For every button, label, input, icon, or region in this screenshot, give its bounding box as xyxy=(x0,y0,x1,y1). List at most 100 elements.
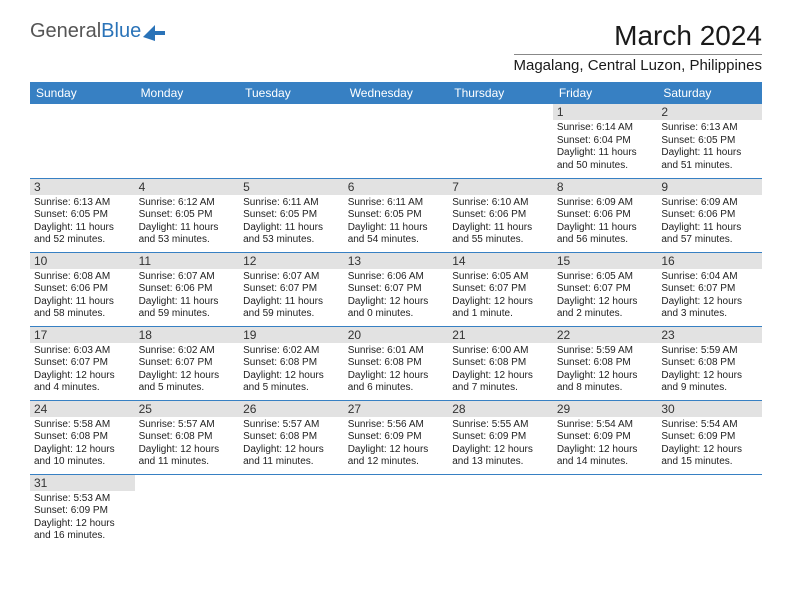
day-info: Sunrise: 6:03 AMSunset: 6:07 PMDaylight:… xyxy=(30,343,135,397)
header: GeneralBlue March 2024 Magalang, Central… xyxy=(30,20,762,74)
day-cell: 26Sunrise: 5:57 AMSunset: 6:08 PMDayligh… xyxy=(239,400,344,474)
empty-cell xyxy=(30,104,135,178)
empty-cell xyxy=(135,104,240,178)
day-cell: 8Sunrise: 6:09 AMSunset: 6:06 PMDaylight… xyxy=(553,178,658,252)
day-cell: 2Sunrise: 6:13 AMSunset: 6:05 PMDaylight… xyxy=(657,104,762,178)
day-info: Sunrise: 6:08 AMSunset: 6:06 PMDaylight:… xyxy=(30,269,135,323)
day-number: 12 xyxy=(239,253,344,269)
day-cell: 30Sunrise: 5:54 AMSunset: 6:09 PMDayligh… xyxy=(657,400,762,474)
day-header: Tuesday xyxy=(239,82,344,104)
day-info: Sunrise: 5:56 AMSunset: 6:09 PMDaylight:… xyxy=(344,417,449,471)
day-info: Sunrise: 6:05 AMSunset: 6:07 PMDaylight:… xyxy=(448,269,553,323)
day-info: Sunrise: 5:55 AMSunset: 6:09 PMDaylight:… xyxy=(448,417,553,471)
day-cell: 5Sunrise: 6:11 AMSunset: 6:05 PMDaylight… xyxy=(239,178,344,252)
day-cell: 4Sunrise: 6:12 AMSunset: 6:05 PMDaylight… xyxy=(135,178,240,252)
day-number: 17 xyxy=(30,327,135,343)
empty-cell xyxy=(344,474,449,548)
day-number: 7 xyxy=(448,179,553,195)
day-info: Sunrise: 6:00 AMSunset: 6:08 PMDaylight:… xyxy=(448,343,553,397)
day-number: 30 xyxy=(657,401,762,417)
month-title: March 2024 xyxy=(514,20,763,55)
day-number: 19 xyxy=(239,327,344,343)
day-info: Sunrise: 5:59 AMSunset: 6:08 PMDaylight:… xyxy=(553,343,658,397)
empty-cell xyxy=(239,104,344,178)
day-number: 2 xyxy=(657,104,762,120)
day-number: 29 xyxy=(553,401,658,417)
day-info: Sunrise: 6:12 AMSunset: 6:05 PMDaylight:… xyxy=(135,195,240,249)
day-info: Sunrise: 6:02 AMSunset: 6:07 PMDaylight:… xyxy=(135,343,240,397)
day-cell: 10Sunrise: 6:08 AMSunset: 6:06 PMDayligh… xyxy=(30,252,135,326)
logo: GeneralBlue xyxy=(30,20,165,43)
day-cell: 16Sunrise: 6:04 AMSunset: 6:07 PMDayligh… xyxy=(657,252,762,326)
calendar-row: 31Sunrise: 5:53 AMSunset: 6:09 PMDayligh… xyxy=(30,474,762,548)
empty-cell xyxy=(657,474,762,548)
calendar-row: 24Sunrise: 5:58 AMSunset: 6:08 PMDayligh… xyxy=(30,400,762,474)
day-number: 28 xyxy=(448,401,553,417)
day-number: 3 xyxy=(30,179,135,195)
day-number: 16 xyxy=(657,253,762,269)
arrow-icon xyxy=(143,23,165,41)
day-cell: 20Sunrise: 6:01 AMSunset: 6:08 PMDayligh… xyxy=(344,326,449,400)
day-number: 9 xyxy=(657,179,762,195)
day-info: Sunrise: 6:05 AMSunset: 6:07 PMDaylight:… xyxy=(553,269,658,323)
day-cell: 23Sunrise: 5:59 AMSunset: 6:08 PMDayligh… xyxy=(657,326,762,400)
day-info: Sunrise: 6:02 AMSunset: 6:08 PMDaylight:… xyxy=(239,343,344,397)
day-number: 6 xyxy=(344,179,449,195)
day-number: 10 xyxy=(30,253,135,269)
day-info: Sunrise: 6:04 AMSunset: 6:07 PMDaylight:… xyxy=(657,269,762,323)
logo-text2: Blue xyxy=(101,20,141,43)
day-number: 23 xyxy=(657,327,762,343)
day-cell: 15Sunrise: 6:05 AMSunset: 6:07 PMDayligh… xyxy=(553,252,658,326)
day-cell: 31Sunrise: 5:53 AMSunset: 6:09 PMDayligh… xyxy=(30,474,135,548)
day-number: 24 xyxy=(30,401,135,417)
day-info: Sunrise: 6:09 AMSunset: 6:06 PMDaylight:… xyxy=(553,195,658,249)
day-cell: 7Sunrise: 6:10 AMSunset: 6:06 PMDaylight… xyxy=(448,178,553,252)
day-cell: 12Sunrise: 6:07 AMSunset: 6:07 PMDayligh… xyxy=(239,252,344,326)
day-header: Sunday xyxy=(30,82,135,104)
calendar-row: 10Sunrise: 6:08 AMSunset: 6:06 PMDayligh… xyxy=(30,252,762,326)
day-header: Thursday xyxy=(448,82,553,104)
day-info: Sunrise: 5:58 AMSunset: 6:08 PMDaylight:… xyxy=(30,417,135,471)
day-info: Sunrise: 5:54 AMSunset: 6:09 PMDaylight:… xyxy=(657,417,762,471)
day-number: 31 xyxy=(30,475,135,491)
day-info: Sunrise: 5:53 AMSunset: 6:09 PMDaylight:… xyxy=(30,491,135,545)
day-cell: 6Sunrise: 6:11 AMSunset: 6:05 PMDaylight… xyxy=(344,178,449,252)
day-number: 22 xyxy=(553,327,658,343)
day-header: Friday xyxy=(553,82,658,104)
day-number: 21 xyxy=(448,327,553,343)
day-info: Sunrise: 6:10 AMSunset: 6:06 PMDaylight:… xyxy=(448,195,553,249)
day-cell: 29Sunrise: 5:54 AMSunset: 6:09 PMDayligh… xyxy=(553,400,658,474)
day-cell: 27Sunrise: 5:56 AMSunset: 6:09 PMDayligh… xyxy=(344,400,449,474)
day-info: Sunrise: 5:54 AMSunset: 6:09 PMDaylight:… xyxy=(553,417,658,471)
day-header-row: SundayMondayTuesdayWednesdayThursdayFrid… xyxy=(30,82,762,104)
day-number: 5 xyxy=(239,179,344,195)
day-info: Sunrise: 5:57 AMSunset: 6:08 PMDaylight:… xyxy=(239,417,344,471)
calendar-row: 1Sunrise: 6:14 AMSunset: 6:04 PMDaylight… xyxy=(30,104,762,178)
day-info: Sunrise: 6:06 AMSunset: 6:07 PMDaylight:… xyxy=(344,269,449,323)
calendar-row: 3Sunrise: 6:13 AMSunset: 6:05 PMDaylight… xyxy=(30,178,762,252)
day-cell: 3Sunrise: 6:13 AMSunset: 6:05 PMDaylight… xyxy=(30,178,135,252)
day-info: Sunrise: 6:07 AMSunset: 6:06 PMDaylight:… xyxy=(135,269,240,323)
day-header: Wednesday xyxy=(344,82,449,104)
day-info: Sunrise: 6:11 AMSunset: 6:05 PMDaylight:… xyxy=(344,195,449,249)
day-cell: 1Sunrise: 6:14 AMSunset: 6:04 PMDaylight… xyxy=(553,104,658,178)
logo-text1: General xyxy=(30,20,101,43)
day-number: 25 xyxy=(135,401,240,417)
day-number: 4 xyxy=(135,179,240,195)
empty-cell xyxy=(553,474,658,548)
day-cell: 11Sunrise: 6:07 AMSunset: 6:06 PMDayligh… xyxy=(135,252,240,326)
day-cell: 28Sunrise: 5:55 AMSunset: 6:09 PMDayligh… xyxy=(448,400,553,474)
day-cell: 18Sunrise: 6:02 AMSunset: 6:07 PMDayligh… xyxy=(135,326,240,400)
day-cell: 13Sunrise: 6:06 AMSunset: 6:07 PMDayligh… xyxy=(344,252,449,326)
day-cell: 24Sunrise: 5:58 AMSunset: 6:08 PMDayligh… xyxy=(30,400,135,474)
empty-cell xyxy=(344,104,449,178)
day-info: Sunrise: 5:59 AMSunset: 6:08 PMDaylight:… xyxy=(657,343,762,397)
day-info: Sunrise: 6:07 AMSunset: 6:07 PMDaylight:… xyxy=(239,269,344,323)
day-cell: 14Sunrise: 6:05 AMSunset: 6:07 PMDayligh… xyxy=(448,252,553,326)
day-info: Sunrise: 5:57 AMSunset: 6:08 PMDaylight:… xyxy=(135,417,240,471)
day-cell: 17Sunrise: 6:03 AMSunset: 6:07 PMDayligh… xyxy=(30,326,135,400)
day-number: 14 xyxy=(448,253,553,269)
day-number: 13 xyxy=(344,253,449,269)
empty-cell xyxy=(135,474,240,548)
day-number: 8 xyxy=(553,179,658,195)
